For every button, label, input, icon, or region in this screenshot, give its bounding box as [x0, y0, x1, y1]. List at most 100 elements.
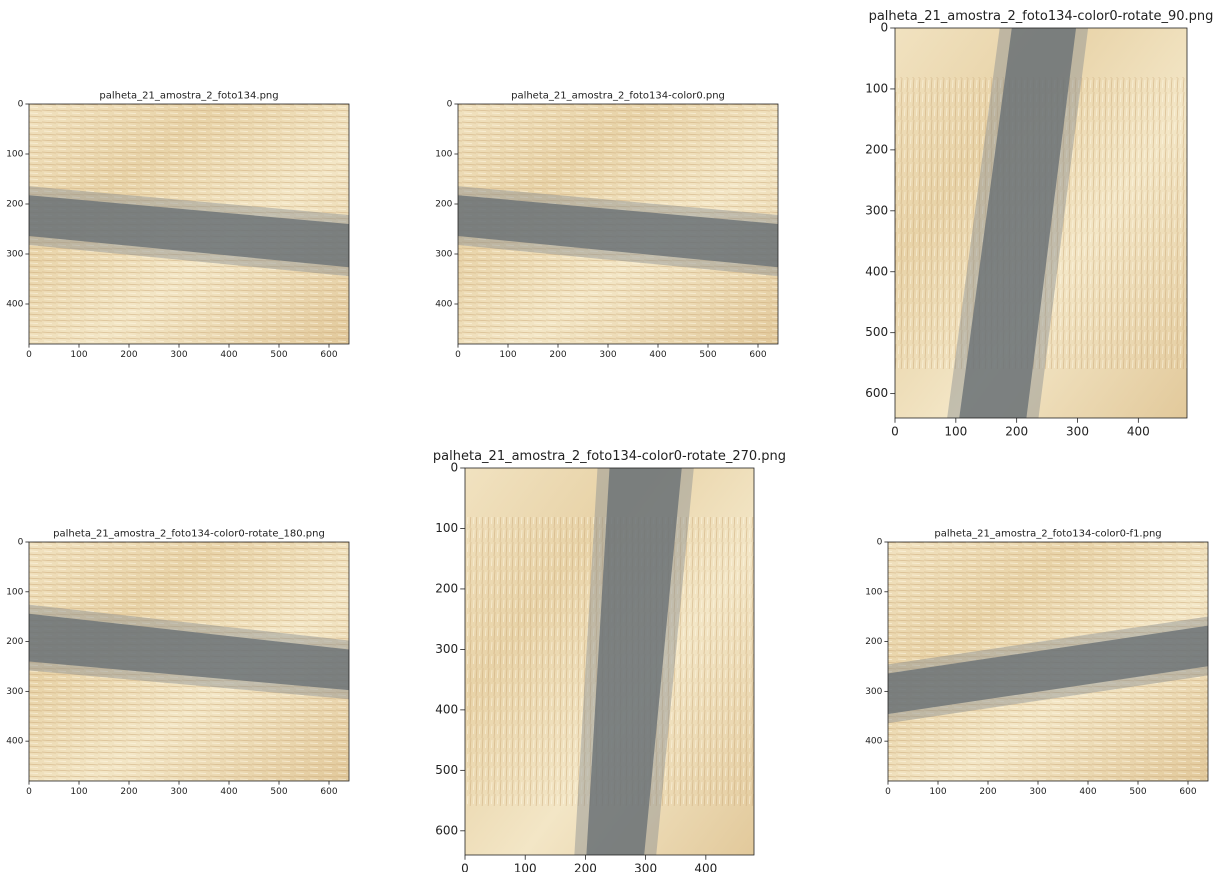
x-tick-label: 400	[220, 350, 237, 360]
image	[458, 104, 778, 344]
x-tick-label: 600	[1179, 787, 1196, 797]
x-tick-label: 400	[1079, 787, 1096, 797]
axes-frame	[464, 467, 755, 856]
y-tick-label: 400	[435, 702, 458, 716]
dark-stripe	[29, 613, 349, 691]
y-tick-label: 200	[6, 200, 23, 210]
y-tick-label: 0	[447, 100, 453, 110]
y-tick-label: 300	[865, 687, 882, 697]
y-tick-label: 300	[435, 250, 452, 260]
subplot-title: palheta_21_amostra_2_foto134.png	[99, 90, 278, 101]
y-tick-label: 400	[865, 264, 888, 278]
x-tick-label: 200	[549, 350, 566, 360]
x-tick-label: 0	[26, 787, 32, 797]
dark-stripe	[586, 468, 682, 855]
y-tick-label: 400	[435, 300, 452, 310]
y-tick-label: 300	[6, 250, 23, 260]
x-tick-label: 600	[320, 350, 337, 360]
dark-stripe	[888, 625, 1208, 715]
y-tick-label: 100	[6, 150, 23, 160]
x-tick-label: 0	[885, 787, 891, 797]
y-tick-label: 100	[865, 81, 888, 95]
axes-frame	[894, 27, 1188, 419]
axes-frame	[457, 103, 779, 345]
x-tick-label: 0	[461, 861, 469, 872]
y-tick-label: 300	[435, 642, 458, 656]
y-tick-label: 100	[865, 587, 882, 597]
axes-frame	[28, 541, 350, 782]
x-tick-label: 200	[979, 787, 996, 797]
x-tick-label: 500	[270, 350, 287, 360]
x-tick-label: 500	[1129, 787, 1146, 797]
x-tick-label: 300	[1029, 787, 1046, 797]
subplot: palheta_21_amostra_2_foto134-color0-rota…	[6, 528, 350, 797]
y-tick-label: 100	[6, 587, 23, 597]
image	[895, 28, 1187, 418]
x-tick-label: 300	[1066, 424, 1089, 438]
x-tick-label: 500	[699, 350, 716, 360]
y-tick-label: 200	[435, 581, 458, 595]
y-tick-label: 400	[6, 737, 23, 747]
axes-frame	[28, 103, 350, 345]
y-tick-label: 600	[435, 823, 458, 837]
x-tick-label: 100	[514, 861, 537, 872]
y-tick-label: 300	[6, 687, 23, 697]
y-tick-label: 400	[6, 300, 23, 310]
subplot-title: palheta_21_amostra_2_foto134-color0.png	[511, 90, 725, 101]
dark-stripe	[959, 28, 1077, 418]
x-tick-label: 200	[120, 350, 137, 360]
y-tick-label: 600	[865, 386, 888, 400]
y-tick-label: 100	[435, 150, 452, 160]
x-tick-label: 100	[499, 350, 516, 360]
y-tick-label: 0	[451, 461, 459, 475]
subplot: palheta_21_amostra_2_foto134-color0-rota…	[433, 449, 786, 872]
x-tick-label: 200	[120, 787, 137, 797]
dark-stripe	[29, 195, 349, 268]
x-tick-label: 0	[891, 424, 899, 438]
subplot-title: palheta_21_amostra_2_foto134-color0-rota…	[53, 528, 325, 539]
y-tick-label: 0	[881, 21, 889, 35]
x-tick-label: 300	[170, 787, 187, 797]
x-tick-label: 300	[170, 350, 187, 360]
y-tick-label: 400	[865, 737, 882, 747]
subplot-title: palheta_21_amostra_2_foto134-color0-rota…	[869, 9, 1214, 24]
x-tick-label: 400	[220, 787, 237, 797]
image	[465, 468, 754, 855]
y-tick-label: 0	[877, 538, 883, 548]
x-tick-label: 300	[634, 861, 657, 872]
y-tick-label: 200	[865, 637, 882, 647]
x-tick-label: 100	[70, 787, 87, 797]
y-tick-label: 300	[865, 203, 888, 217]
x-tick-label: 400	[1127, 424, 1150, 438]
y-tick-label: 200	[865, 142, 888, 156]
image	[29, 104, 349, 344]
y-tick-label: 200	[6, 637, 23, 647]
x-tick-label: 300	[599, 350, 616, 360]
x-tick-label: 0	[455, 350, 461, 360]
x-tick-label: 500	[270, 787, 287, 797]
y-tick-label: 0	[18, 100, 24, 110]
x-tick-label: 0	[26, 350, 32, 360]
subplot: palheta_21_amostra_2_foto134-color0-rota…	[865, 9, 1214, 438]
image	[888, 542, 1208, 781]
x-tick-label: 100	[944, 424, 967, 438]
x-tick-label: 200	[1005, 424, 1028, 438]
x-tick-label: 100	[929, 787, 946, 797]
axes-frame	[887, 541, 1209, 782]
x-tick-label: 400	[649, 350, 666, 360]
x-tick-label: 100	[70, 350, 87, 360]
x-tick-label: 600	[320, 787, 337, 797]
y-tick-label: 0	[18, 538, 24, 548]
subplot-title: palheta_21_amostra_2_foto134-color0-f1.p…	[934, 528, 1161, 539]
x-tick-label: 200	[574, 861, 597, 872]
x-tick-label: 600	[749, 350, 766, 360]
y-tick-label: 200	[435, 200, 452, 210]
subplot: palheta_21_amostra_2_foto134-color0-f1.p…	[865, 528, 1209, 797]
x-tick-label: 400	[694, 861, 717, 872]
image	[29, 542, 349, 781]
dark-stripe	[458, 195, 778, 268]
subplot: palheta_21_amostra_2_foto134-color0.png 0…	[435, 90, 779, 360]
y-tick-label: 100	[435, 521, 458, 535]
subplot: palheta_21_amostra_2_foto134.png 0 100 200 3…	[6, 90, 350, 360]
